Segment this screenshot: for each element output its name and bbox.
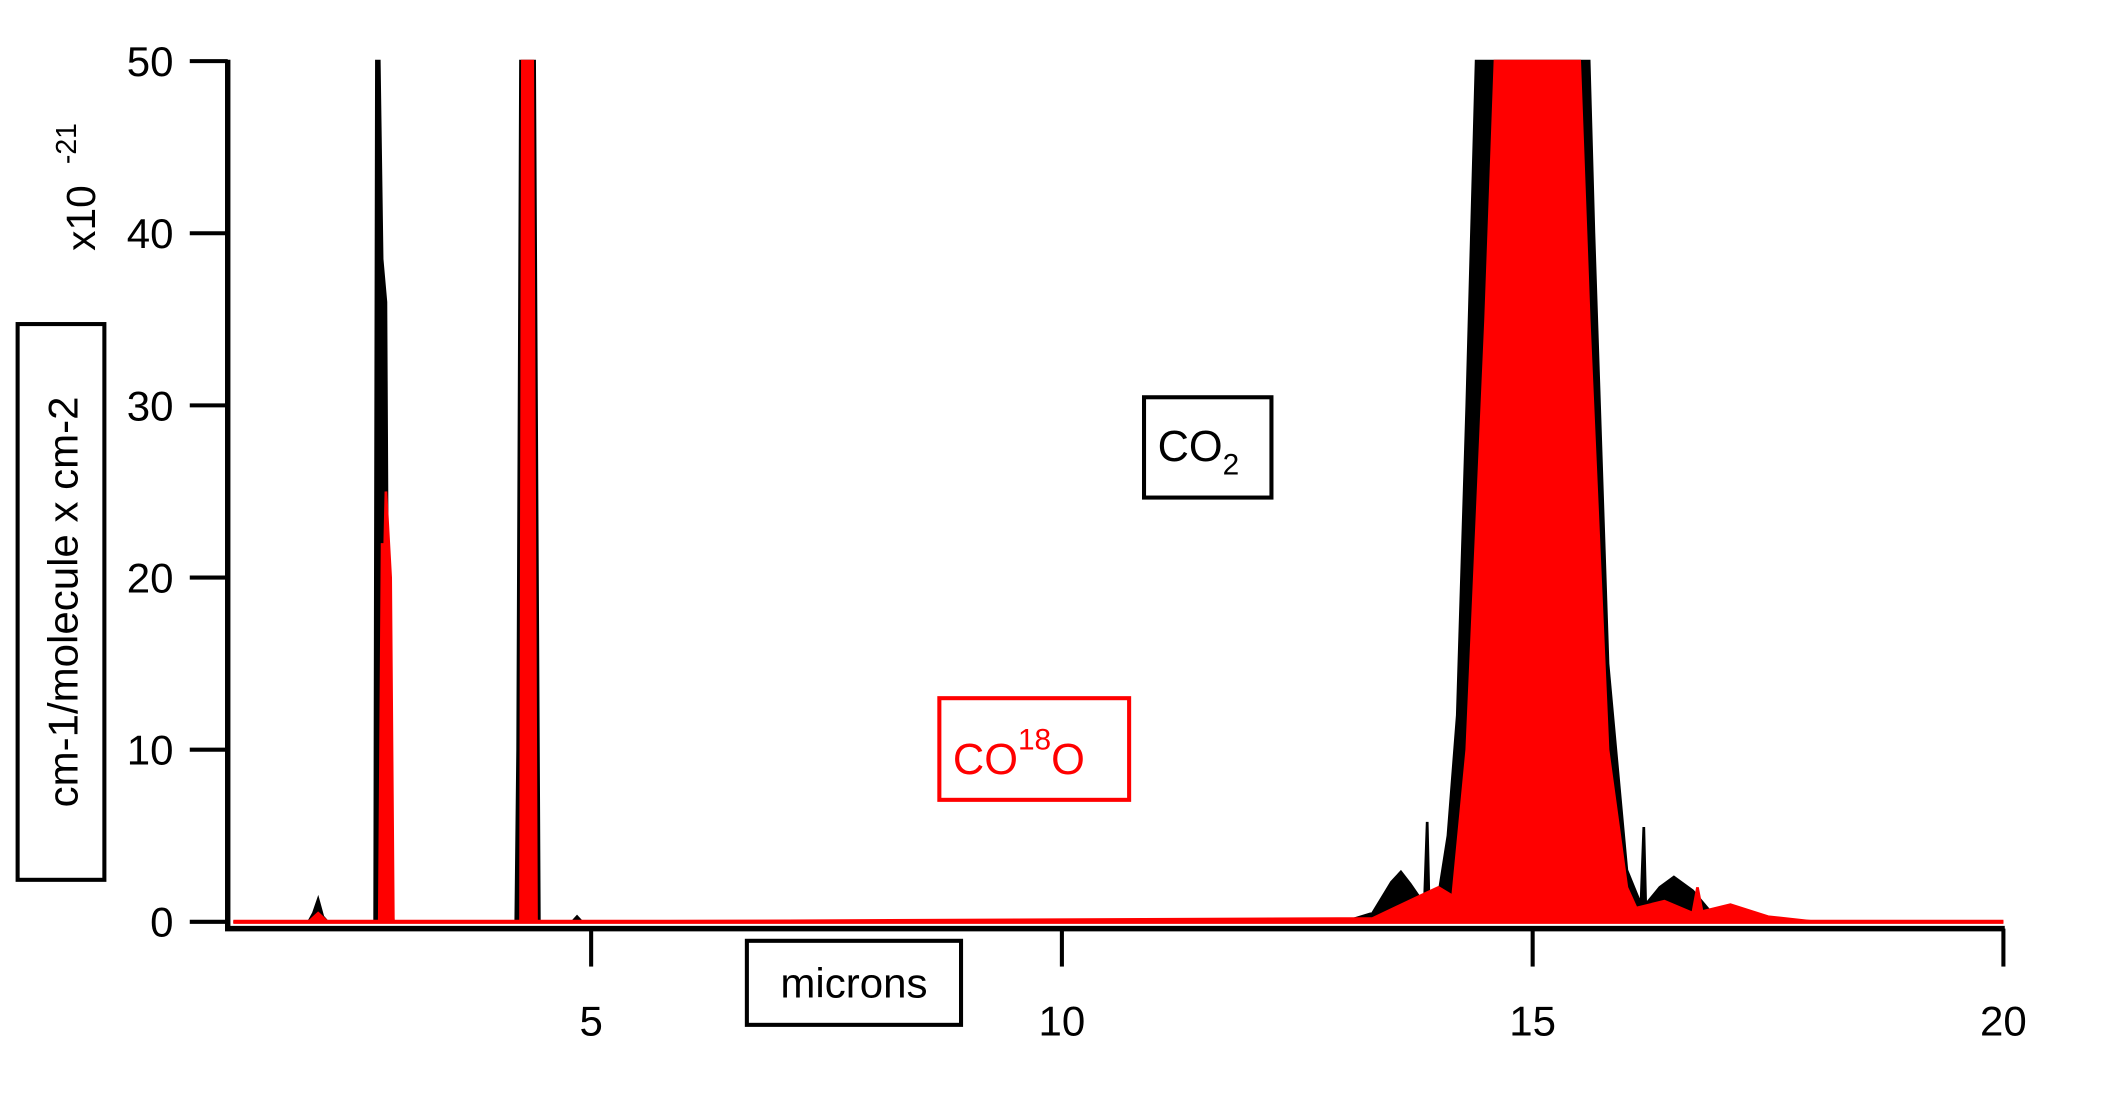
y-tick-label: 0 — [150, 899, 173, 946]
co18o-superscript: 18 — [1018, 724, 1051, 757]
y-tick-label: 10 — [127, 727, 174, 774]
y-multiplier-exponent: -21 — [51, 123, 83, 164]
y-multiplier: x10 -21 — [51, 123, 104, 251]
x-tick-label: 15 — [1509, 998, 1556, 1045]
x-tick-label: 10 — [1039, 998, 1086, 1045]
series-co18o-area — [233, 59, 2004, 924]
annotation-co18o: CO18O — [937, 696, 1132, 802]
y-multiplier-base: x10 — [58, 185, 104, 251]
x-axis-label-box: microns — [744, 938, 964, 1027]
co18o-tail: O — [1051, 736, 1085, 784]
y-tick-label: 30 — [127, 382, 174, 429]
y-axis-label: cm-1/molecule x cm-2 — [39, 396, 86, 807]
y-axis-label-box: cm-1/molecule x cm-2 — [15, 322, 107, 882]
svg-text:CO18O: CO18O — [953, 724, 1085, 784]
y-tick-label: 20 — [127, 554, 174, 601]
co2-subscript: 2 — [1223, 449, 1240, 482]
annotation-co2: CO2 — [1141, 395, 1274, 500]
y-tick-label: 50 — [127, 38, 174, 85]
y-tick-label: 40 — [127, 210, 174, 257]
axes — [225, 59, 2005, 932]
series-layer — [233, 59, 2004, 924]
x-tick-label: 5 — [579, 998, 602, 1045]
x-ticks: 5 10 15 20 — [579, 928, 2027, 1045]
x-axis-label: microns — [780, 960, 927, 1007]
y-ticks: 0 10 20 30 40 50 — [127, 38, 228, 946]
x-tick-label: 20 — [1980, 998, 2027, 1045]
co18o-label: CO — [953, 736, 1018, 784]
svg-text:CO2: CO2 — [1158, 423, 1240, 482]
co2-label: CO — [1158, 423, 1223, 471]
